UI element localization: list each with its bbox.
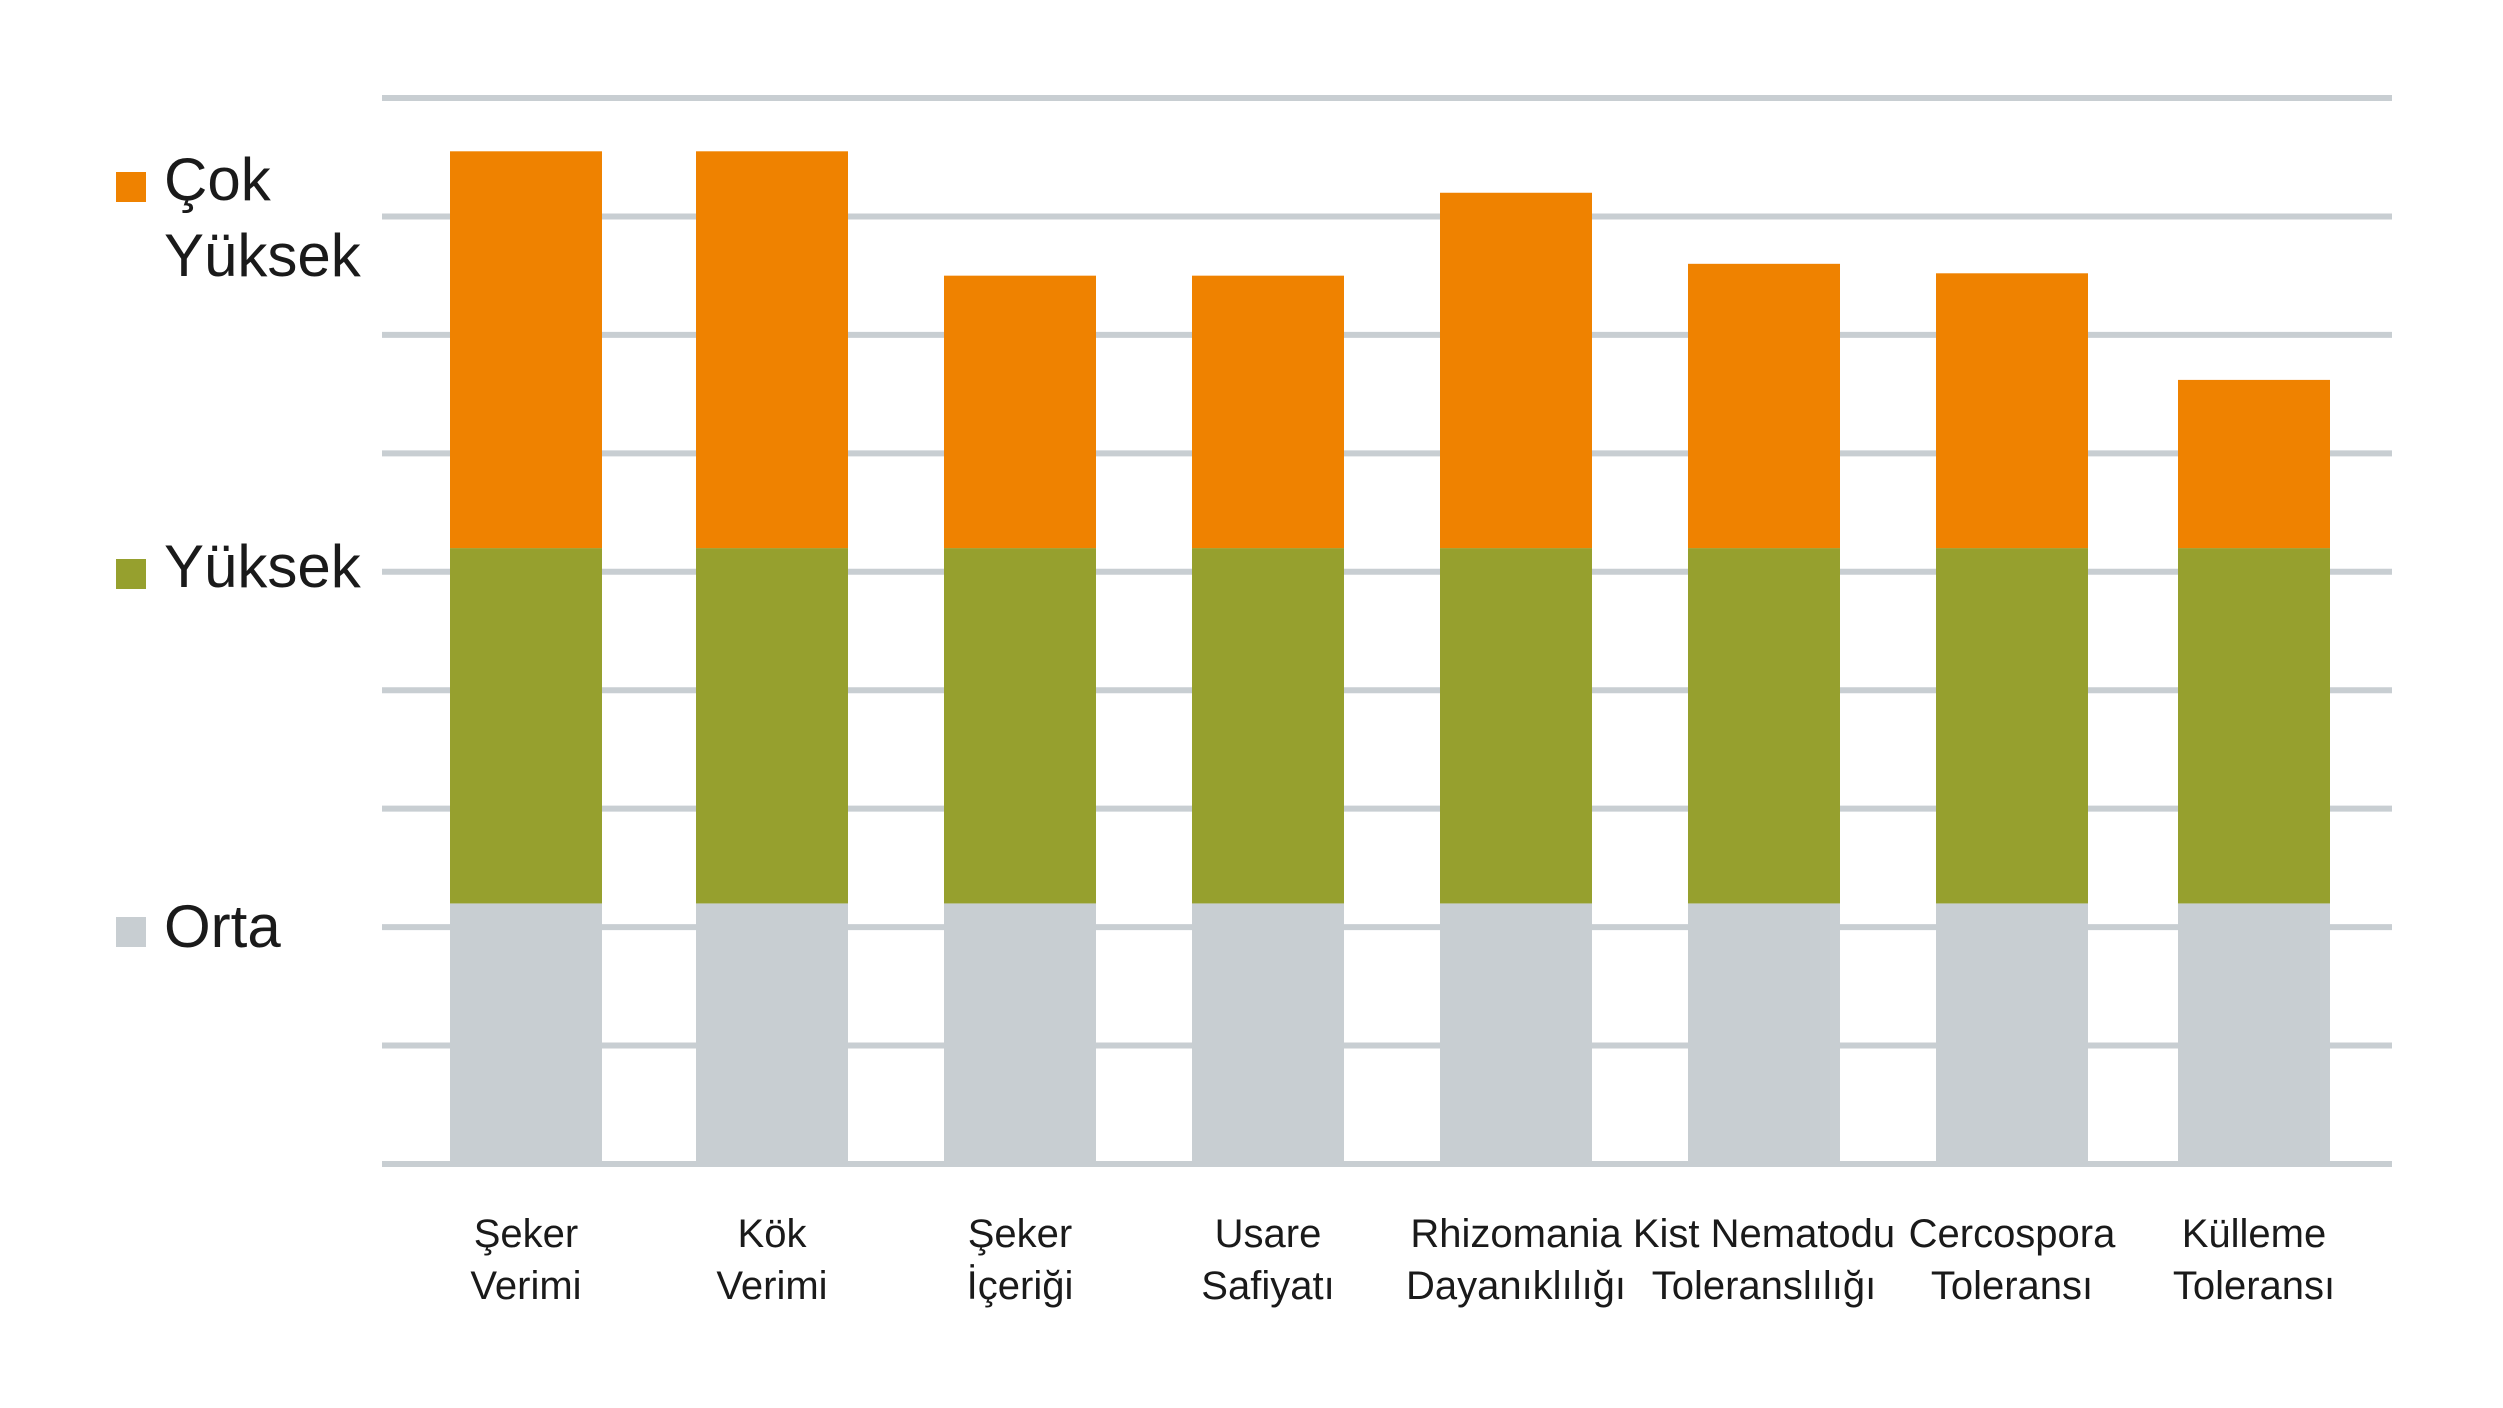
bar-segment (2178, 903, 2330, 1164)
bar-segment (1192, 548, 1344, 904)
bar-segment (944, 548, 1096, 904)
x-tick-label: Kök (738, 1212, 808, 1256)
legend-label: Yüksek (164, 533, 362, 600)
bar-segment (450, 151, 602, 549)
bar-segment (696, 548, 848, 904)
bar-segment (1688, 903, 1840, 1164)
bar-segment (450, 548, 602, 904)
x-tick-label: Dayanıklılığı (1406, 1264, 1626, 1308)
x-tick-label: Usare (1215, 1212, 1322, 1256)
bars (450, 151, 2330, 1164)
x-tick-label: Şeker (474, 1212, 579, 1256)
legend: Çok Yüksek Yüksek Orta (116, 146, 362, 960)
gridlines (382, 95, 2392, 1167)
x-tick-label: Verimi (470, 1264, 581, 1308)
bar-segment (1192, 903, 1344, 1164)
x-tick-labels: Şeker Verimi Kök Verimi Şeker İçeriği Usare Saf… (470, 1212, 2335, 1308)
bar-segment (944, 903, 1096, 1164)
x-tick-label: Toleransı (1931, 1264, 2093, 1308)
x-tick-label: Toleranslılığı (1652, 1264, 1877, 1308)
x-tick-label: İçeriği (967, 1263, 1074, 1308)
legend-label: Orta (164, 893, 281, 960)
bar-segment (1440, 903, 1592, 1164)
bar-segment (1936, 903, 2088, 1164)
bar-segment (450, 903, 602, 1164)
x-tick-label: Kist Nematodu (1633, 1212, 1895, 1256)
bar-segment (696, 903, 848, 1164)
bar-segment (1192, 275, 1344, 549)
bar-segment (2178, 379, 2330, 549)
bar-segment (696, 151, 848, 549)
legend-label: Çok (164, 146, 272, 213)
x-tick-label: Safiyatı (1201, 1264, 1334, 1308)
bar-segment (1688, 263, 1840, 549)
x-tick-label: Şeker (968, 1212, 1073, 1256)
bar-segment (1440, 192, 1592, 549)
x-tick-label: Toleransı (2173, 1264, 2335, 1308)
x-tick-label: Cercospora (1909, 1212, 2117, 1256)
bar-segment (1936, 273, 2088, 549)
bar-segment (1936, 548, 2088, 904)
bar-segment (1440, 548, 1592, 904)
legend-swatch (116, 917, 146, 947)
legend-swatch (116, 172, 146, 202)
x-tick-label: Rhizomania (1410, 1212, 1622, 1256)
legend-label: Yüksek (164, 222, 362, 289)
x-tick-label: Verimi (716, 1264, 827, 1308)
bar-segment (1688, 548, 1840, 904)
bar-segment (2178, 548, 2330, 904)
bar-segment (944, 275, 1096, 549)
legend-swatch (116, 559, 146, 589)
x-tick-label: Külleme (2182, 1212, 2327, 1256)
